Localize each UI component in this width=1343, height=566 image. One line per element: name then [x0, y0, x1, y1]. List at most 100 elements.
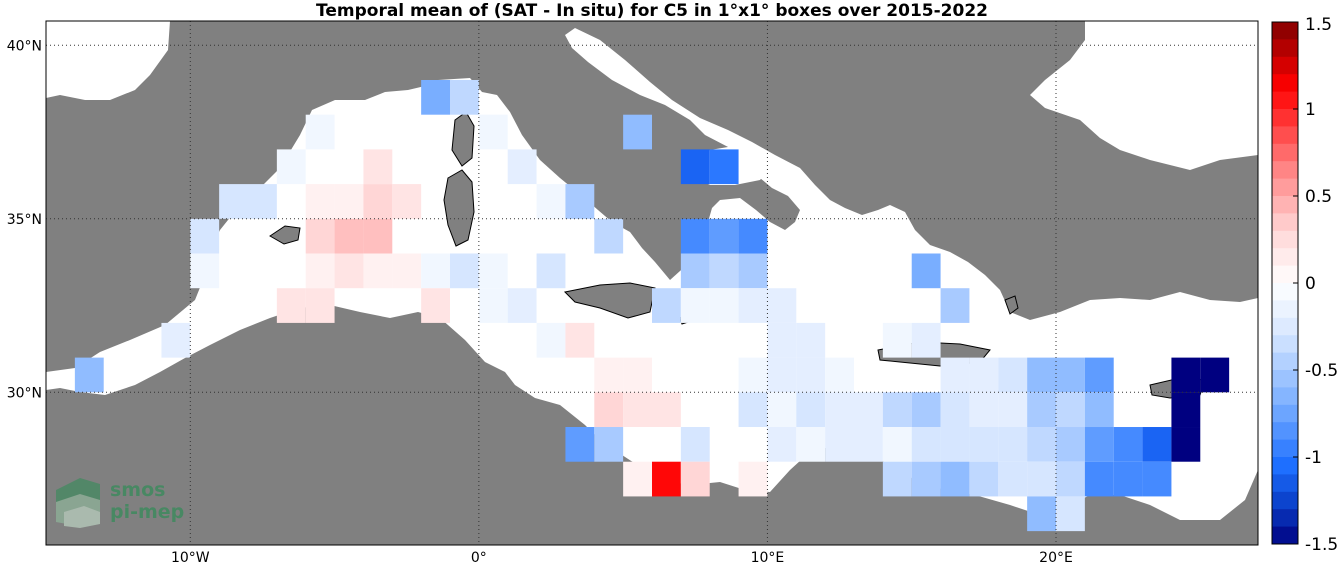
heatmap-box	[1027, 357, 1056, 393]
heatmap-box	[738, 392, 768, 428]
heatmap-box	[767, 357, 797, 393]
heatmap-box	[536, 322, 566, 358]
heatmap-box	[796, 392, 826, 428]
map-title: Temporal mean of (SAT - In situ) for C5 …	[316, 1, 988, 21]
heatmap-box	[680, 253, 710, 289]
heatmap-box	[854, 392, 883, 428]
colorbar-swatch	[1272, 491, 1298, 510]
heatmap-box	[623, 461, 652, 497]
heatmap-box	[969, 392, 999, 428]
heatmap-box	[363, 253, 393, 289]
heatmap-box	[594, 218, 624, 254]
heatmap-box	[1142, 427, 1172, 462]
colorbar-swatch	[1272, 230, 1298, 249]
heatmap-box	[1056, 496, 1085, 532]
heatmap-box	[1027, 461, 1056, 497]
heatmap-box	[74, 357, 104, 393]
heatmap-box	[738, 461, 768, 497]
latitude-tick-label: 30°N	[7, 385, 42, 401]
heatmap-box	[161, 322, 191, 358]
heatmap-box	[738, 288, 768, 323]
heatmap-box	[738, 253, 768, 289]
island-sardinia	[443, 169, 475, 247]
island-balearic	[269, 225, 301, 245]
heatmap-box	[796, 322, 826, 358]
heatmap-box	[334, 218, 364, 254]
heatmap-box	[1171, 357, 1201, 393]
colorbar-swatch	[1272, 265, 1298, 284]
heatmap-box	[1027, 427, 1056, 462]
latitude-ticks: 40°N 35°N 30°N	[7, 38, 42, 401]
heatmap-box	[652, 392, 681, 428]
heatmap-box	[969, 461, 999, 497]
colorbar-tick-label: -0.5	[1305, 361, 1338, 381]
heatmap-box	[680, 218, 710, 254]
heatmap-box	[940, 357, 970, 393]
heatmap-box	[190, 253, 220, 289]
island-sicily	[563, 282, 656, 319]
colorbar-swatch	[1272, 91, 1298, 110]
heatmap-box	[1171, 392, 1201, 428]
heatmap-box	[680, 461, 710, 497]
longitude-tick-label: 0°	[471, 550, 487, 566]
colorbar-swatch	[1272, 439, 1298, 458]
heatmap-box	[738, 218, 768, 254]
heatmap-box	[940, 461, 970, 497]
heatmap-box	[738, 357, 768, 393]
heatmap-box	[478, 288, 508, 323]
heatmap-box	[536, 253, 566, 289]
heatmap-box	[911, 253, 941, 289]
heatmap-box	[825, 392, 854, 428]
colorbar-swatches	[1272, 22, 1298, 545]
heatmap-box	[969, 427, 999, 462]
heatmap-box	[652, 288, 681, 323]
heatmap-box	[623, 357, 652, 393]
heatmap-box	[911, 427, 941, 462]
heatmap-box	[421, 253, 450, 289]
heatmap-box	[767, 392, 797, 428]
colorbar-swatch	[1272, 370, 1298, 388]
colorbar-swatch	[1272, 56, 1298, 75]
heatmap-box	[623, 114, 652, 150]
heatmap-box	[767, 427, 797, 462]
colorbar-swatch	[1272, 335, 1298, 354]
heatmap-box	[998, 427, 1028, 462]
heatmap-box	[796, 357, 826, 393]
colorbar-swatch	[1272, 457, 1298, 475]
heatmap-box	[478, 253, 508, 289]
heatmap-box	[1171, 427, 1201, 462]
heatmap-box	[1056, 392, 1085, 428]
heatmap-box	[825, 427, 854, 462]
heatmap-box	[507, 288, 537, 323]
colorbar-swatch	[1272, 248, 1298, 267]
heatmap-box	[998, 461, 1028, 497]
heatmap-box	[940, 427, 970, 462]
heatmap-box	[1084, 357, 1114, 393]
heatmap-box	[767, 322, 797, 358]
heatmap-box	[392, 253, 422, 289]
heatmap-box	[334, 184, 364, 219]
colorbar: 1.5 1 0.5 0 -0.5 -1 -1.5	[1271, 15, 1338, 555]
colorbar-swatch	[1272, 317, 1298, 336]
colorbar-tick-label: -1.5	[1305, 535, 1338, 555]
heatmap-box	[882, 392, 912, 428]
heatmap-box	[594, 357, 624, 393]
heatmap-box	[363, 218, 393, 254]
map-frame	[45, 20, 1259, 546]
heatmap-box	[940, 288, 970, 323]
heatmap-box	[334, 253, 364, 289]
heatmap-box	[998, 392, 1028, 428]
logo-text-pi-mep: pi-mep	[110, 501, 184, 523]
heatmap-box	[1056, 427, 1085, 462]
heatmap-box	[882, 427, 912, 462]
heatmap-box	[565, 184, 595, 219]
colorbar-tick-label: -1	[1305, 448, 1322, 468]
heatmap-box	[276, 149, 306, 185]
heatmap-box	[882, 322, 912, 358]
colorbar-swatch	[1272, 213, 1298, 232]
colorbar-tick-label: 0.5	[1305, 187, 1332, 207]
heatmap-box	[305, 253, 335, 289]
heatmap-box	[305, 114, 335, 150]
smos-pi-mep-logo: smos pi-mep	[56, 478, 184, 528]
heatmap-box	[565, 427, 595, 462]
